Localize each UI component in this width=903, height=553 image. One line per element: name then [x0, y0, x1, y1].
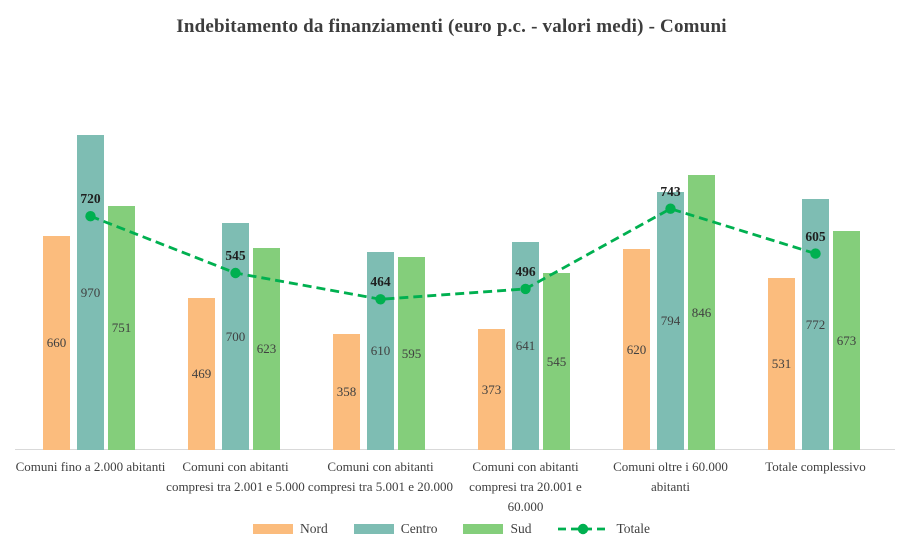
- sud-swatch-icon: [463, 524, 504, 534]
- bar-nord-3: [478, 329, 505, 450]
- legend-label-centro: Centro: [400, 521, 438, 536]
- category-label: Comuni con abitanti compresi tra 5.001 e…: [307, 459, 454, 495]
- totale-value-label: 605: [805, 228, 826, 244]
- category-label: Comuni con abitanti compresi tra 20.001 …: [469, 459, 582, 515]
- category-label: Comuni con abitanti compresi tra 2.001 e…: [166, 459, 305, 495]
- totale-dashed-line-icon: [558, 523, 609, 535]
- legend-label-totale: Totale: [616, 521, 651, 536]
- bar-nord-2: [333, 334, 360, 450]
- legend-item-sud: Sud: [463, 521, 531, 537]
- bar-nord-1: [188, 298, 215, 450]
- bar-value-label: 673: [836, 332, 857, 348]
- bar-value-label: 545: [546, 353, 567, 369]
- bar-nord-5: [768, 278, 795, 450]
- bar-value-label: 641: [515, 338, 536, 353]
- bar-nord-0: [43, 236, 70, 450]
- totale-value-label: 464: [370, 274, 391, 290]
- totale-value-label: 496: [515, 263, 536, 279]
- centro-swatch-icon: [353, 524, 394, 534]
- legend-label-sud: Sud: [510, 521, 532, 536]
- totale-value-label: 743: [660, 183, 681, 199]
- bar-value-label: 531: [771, 356, 792, 371]
- bar-value-label: 751: [111, 320, 132, 335]
- totale-value-label: 720: [80, 191, 101, 207]
- category-label: Totale complessivo: [765, 459, 866, 474]
- bar-sud-3: [543, 273, 570, 450]
- bar-value-label: 610: [370, 343, 391, 358]
- bar-value-label: 846: [691, 304, 712, 320]
- category-label: Comuni fino a 2.000 abitanti: [15, 459, 166, 474]
- bar-value-label: 660: [46, 335, 67, 350]
- chart-title: Indebitamento da finanziamenti (euro p.c…: [176, 16, 727, 37]
- legend-item-nord: Nord: [252, 521, 328, 537]
- legend-item-centro: Centro: [353, 521, 438, 537]
- x-axis-line: [15, 449, 895, 450]
- bar-value-label: 772: [805, 316, 826, 332]
- category-label: Comuni oltre i 60.000 abitanti: [613, 459, 728, 495]
- bar-value-label: 700: [225, 328, 246, 344]
- legend-label-nord: Nord: [299, 521, 328, 536]
- legend-item-totale: Totale: [557, 521, 650, 537]
- nord-swatch-icon: [252, 524, 293, 534]
- bar-value-label: 794: [660, 313, 681, 328]
- legend: Nord Centro Sud Totale: [0, 521, 903, 537]
- bar-value-label: 469: [191, 366, 212, 381]
- bar-value-label: 358: [336, 384, 357, 399]
- bar-value-label: 620: [626, 341, 647, 357]
- bar-value-label: 623: [256, 341, 277, 356]
- totale-value-label: 545: [225, 248, 246, 264]
- bar-value-label: 595: [401, 345, 422, 361]
- bar-value-label: 373: [481, 381, 502, 397]
- bar-sud-5: [833, 231, 860, 450]
